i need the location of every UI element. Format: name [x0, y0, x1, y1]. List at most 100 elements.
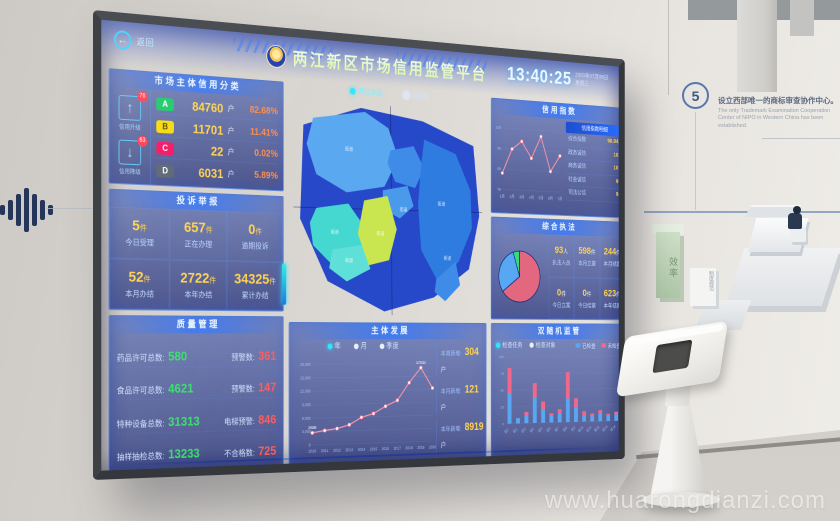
wall-timeline — [644, 211, 840, 213]
legend-label: 月 — [361, 341, 367, 351]
svg-text:区9: 区9 — [571, 426, 576, 432]
random-check-radios: 检查任务 检查对象 — [496, 341, 556, 350]
complaint-cells: 5件 今日受理 657件 正在办理 0件 逾期投诉 52件 本月办结 2722件 本年办… — [109, 207, 282, 311]
classification-row: D 6031 户 5.89% — [156, 161, 278, 185]
district-map[interactable]: 街道 街道 街道 街道 街道 街道 街道 — [289, 95, 487, 319]
svg-text:区5: 区5 — [538, 427, 543, 433]
development-legend-item[interactable]: 月 — [353, 341, 366, 351]
grade-unit: 户 — [228, 103, 235, 114]
index-label: 社会诚信 — [568, 177, 586, 184]
back-arrow-icon: ← — [114, 30, 131, 50]
enforcement-label: 执法人员 — [552, 257, 570, 266]
svg-text:区7: 区7 — [554, 426, 559, 432]
enforcement-label: 本月立案 — [578, 258, 596, 267]
wall-note-title: 设立西部唯一的商标审查协作中心。 — [718, 95, 838, 106]
complaint-label: 本年办结 — [184, 289, 212, 300]
complaint-cell: 0件 逾期投诉 — [227, 211, 283, 262]
svg-text:70: 70 — [497, 187, 501, 192]
quality-label: 药品许可总数: — [117, 352, 165, 364]
svg-text:15,000: 15,000 — [300, 375, 311, 380]
complaint-value: 0件 — [248, 222, 262, 239]
quality-warn-label: 电梯预警: — [224, 415, 255, 427]
index-value: 96 — [616, 192, 619, 198]
svg-text:1月: 1月 — [500, 194, 505, 200]
quality-row: 特种设备总数: 31313 电梯预警: 846 — [117, 409, 277, 434]
index-value: 101 — [614, 166, 619, 172]
wall-line-right — [762, 138, 840, 139]
downgrade-badge: 63 — [138, 135, 148, 146]
index-label: 司法公信 — [568, 190, 586, 196]
kiosk-tablet-tray[interactable] — [616, 321, 728, 398]
grade-unit: 户 — [228, 169, 235, 180]
quality-label: 抽样抽检总数: — [117, 449, 165, 462]
legend-swatch-icon — [601, 343, 606, 347]
wall-illustration-platform — [726, 248, 840, 306]
svg-text:80: 80 — [497, 166, 501, 171]
panel-quality: 质量管理 药品许可总数: 580 预警数: 361 食品许可总数: 4621 预警… — [109, 315, 284, 471]
enforcement-value: 0件 — [583, 288, 592, 298]
panel-credit-index: 信用指数 70 80 90 100 1月 2月 3月 4月 5月 6月 7月 信用指数明细 综合指数… — [491, 98, 619, 219]
grade-percent: 82.68% — [250, 105, 278, 117]
enforcement-label: 今日结案 — [578, 300, 596, 309]
enforcement-label: 本年结案 — [604, 300, 619, 309]
map-zoom-slider[interactable] — [282, 263, 286, 305]
complaint-value: 2722件 — [180, 270, 216, 287]
development-stat: 本周新增: 304户 — [436, 343, 483, 376]
random-check-legend: 已检查 未检查 — [575, 341, 618, 350]
upgrade-label: 信用升级 — [119, 122, 141, 132]
classification-row: C 22 户 0.02% — [156, 139, 278, 165]
panel-complaints: 投诉举报 5件 今日受理 657件 正在办理 0件 逾期投诉 52件 本月办结 2722… — [109, 189, 284, 312]
wall-duct — [737, 0, 777, 92]
wall-illustration-pillar: 效率 — [656, 232, 680, 298]
complaint-value: 657件 — [184, 219, 213, 236]
grade-badge: A — [156, 97, 174, 111]
credit-upgrade-button[interactable]: ↑ 76 信用升级 — [119, 95, 142, 132]
quality-rows: 药品许可总数: 580 预警数: 361 食品许可总数: 4621 预警数: 14… — [109, 333, 282, 471]
legend-label: 年 — [334, 341, 340, 351]
quality-warn-value: 361 — [258, 349, 276, 363]
random-check-radio[interactable]: 检查对象 — [529, 341, 555, 350]
svg-text:2013: 2013 — [346, 447, 354, 452]
platform-emblem-icon: ★ — [266, 44, 286, 68]
development-legend-item[interactable]: 年 — [327, 341, 341, 351]
stat-label: 本年新增: — [441, 426, 462, 433]
svg-text:100: 100 — [499, 355, 504, 359]
svg-text:区10: 区10 — [578, 426, 584, 433]
svg-text:25: 25 — [501, 406, 504, 410]
quality-warn-label: 预警数: — [231, 352, 255, 364]
enforcement-value: 0件 — [557, 288, 566, 299]
wall-line-vertical — [695, 112, 696, 210]
wall-illustration-person-head — [793, 206, 801, 214]
complaint-label: 本月办结 — [125, 288, 154, 299]
grade-count: 6031 — [178, 165, 223, 182]
development-stat: 本年新增: 8919户 — [436, 418, 483, 452]
wall-note-caption: The only Trademark Examination Cooperati… — [718, 108, 836, 130]
index-value: 99 — [616, 179, 619, 185]
development-legend-item[interactable]: 季度 — [379, 341, 398, 351]
index-value: 98.042 — [607, 139, 618, 145]
random-check-radio[interactable]: 检查任务 — [496, 341, 523, 350]
enforcement-cell: 598件 本月立案 — [574, 235, 599, 277]
grade-unit: 户 — [228, 147, 235, 158]
back-button[interactable]: ← 返回 — [114, 30, 154, 52]
wall-illustration-chair — [790, 228, 806, 242]
svg-text:2012: 2012 — [333, 448, 341, 453]
quality-value: 580 — [168, 349, 187, 364]
quality-label: 特种设备总数: — [117, 417, 165, 430]
svg-text:2698: 2698 — [308, 425, 317, 430]
legend-swatch-icon — [575, 343, 580, 347]
svg-text:17034: 17034 — [416, 360, 426, 365]
enforcement-value: 598件 — [578, 246, 595, 257]
map-tab[interactable]: 自贸区 — [404, 90, 431, 102]
credit-downgrade-button[interactable]: ↓ 63 信用降级 — [119, 139, 142, 176]
svg-text:区1: 区1 — [504, 428, 509, 434]
upgrade-badge: 76 — [138, 91, 148, 103]
development-legend: 年 月 季度 — [289, 341, 434, 351]
panel-development: 主体发展 年月季度 0 3,000 6,000 9,000 12,000 15,000 18… — [289, 322, 487, 471]
map-tab[interactable]: 两江新区 — [350, 86, 384, 99]
legend-label: 已检查 — [582, 341, 595, 350]
panel-title: 主体发展 — [289, 323, 485, 339]
downgrade-label: 信用降级 — [119, 166, 141, 176]
radio-dot-icon — [496, 343, 500, 348]
svg-text:7月: 7月 — [558, 196, 563, 202]
